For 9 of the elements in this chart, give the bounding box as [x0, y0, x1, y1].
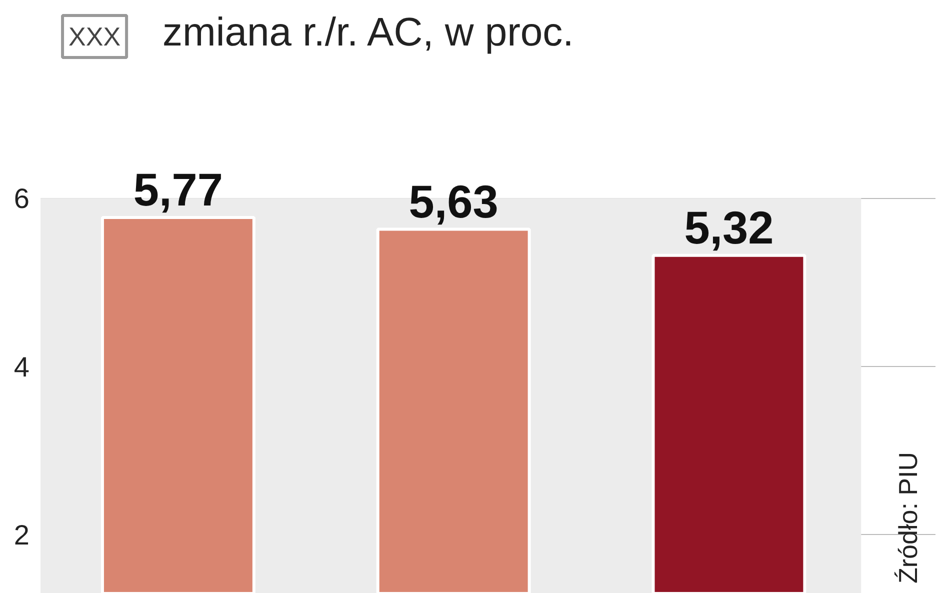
y-tick-label: 6: [14, 183, 30, 214]
y-tick-label: 2: [14, 520, 30, 551]
data-label: 5,63: [408, 175, 498, 228]
text: XXX: [68, 22, 121, 52]
data-label: 5,32: [684, 201, 774, 254]
annotation: Źródło: PIU: [892, 452, 923, 584]
data-label: 5,77: [133, 164, 223, 216]
chart-title: zmiana r./r. AC, w proc.: [162, 10, 574, 54]
y-tick-label: 4: [14, 351, 30, 382]
